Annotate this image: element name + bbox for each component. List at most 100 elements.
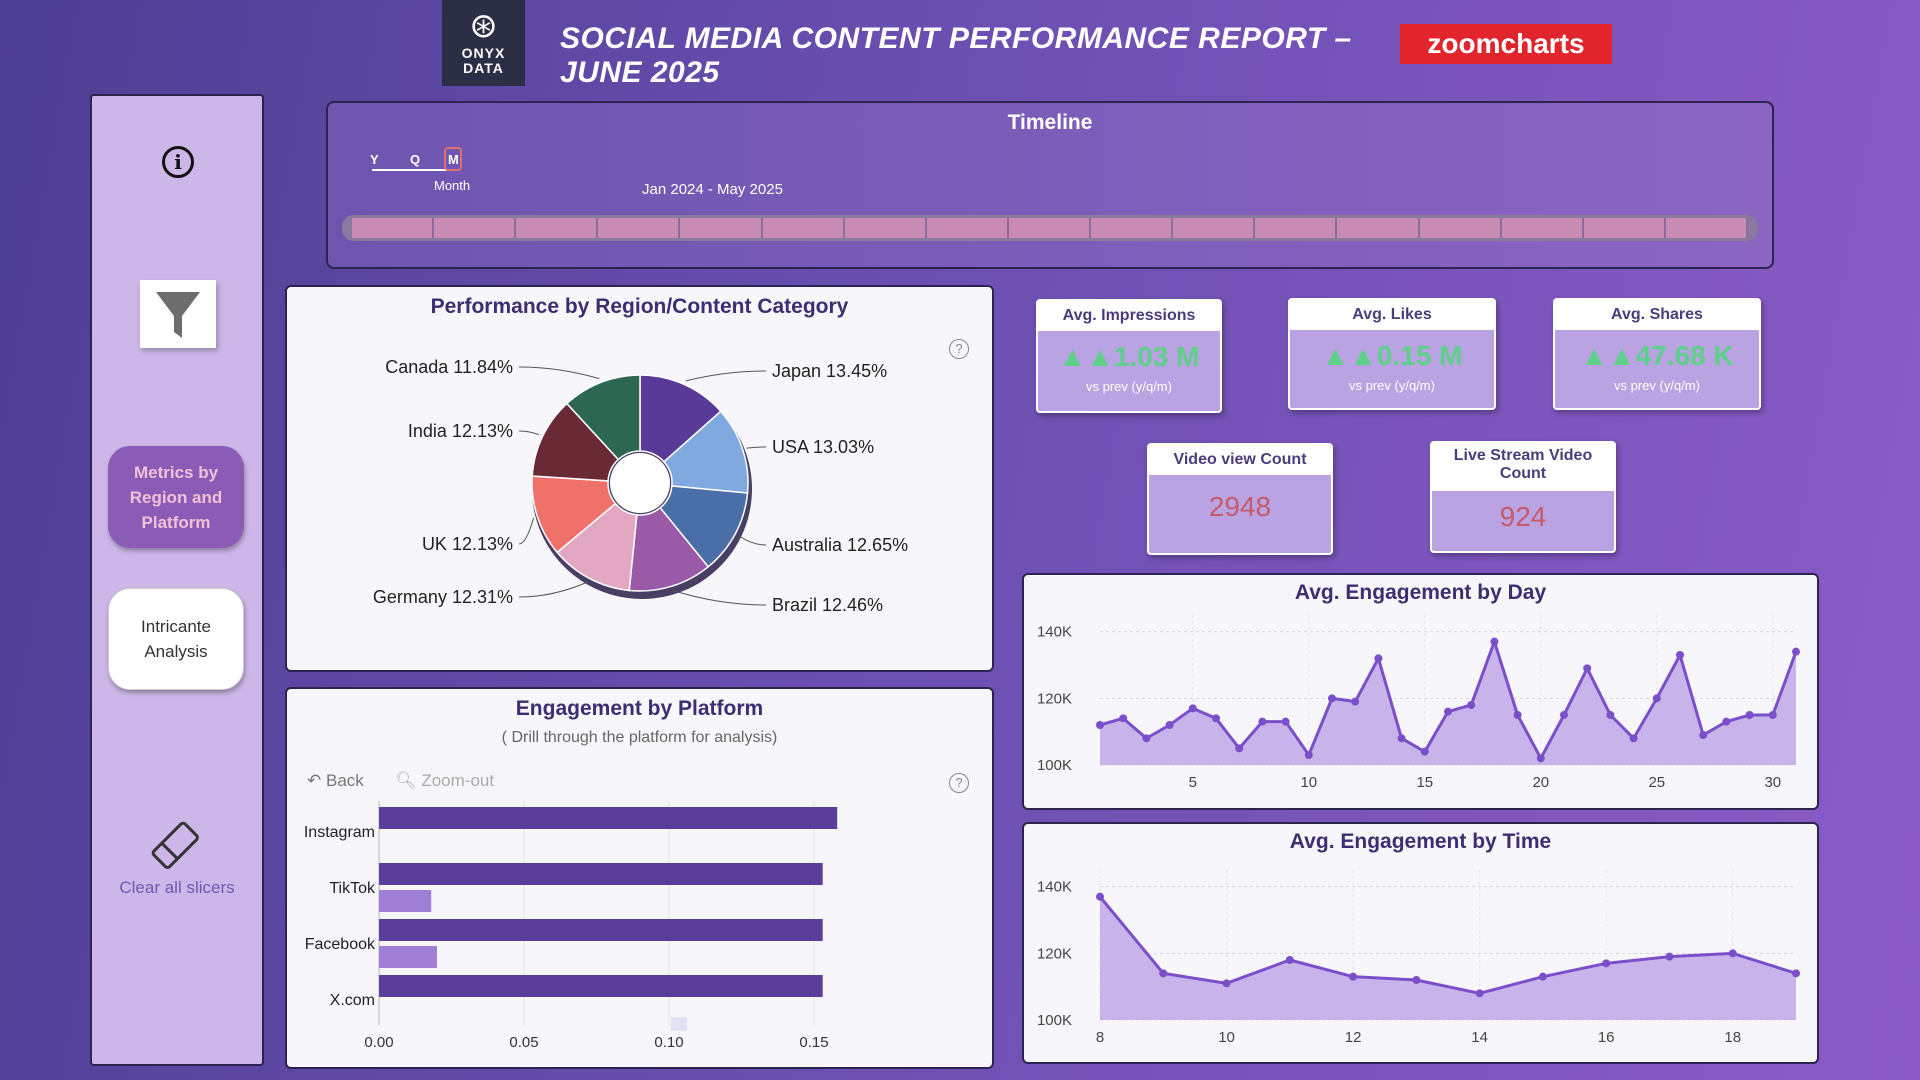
data-point [1475,989,1484,998]
granularity-year[interactable]: Y [370,152,379,167]
timeline-bar[interactable] [342,215,1758,241]
video-view-count-label: Video view Count [1149,445,1331,475]
data-point [1745,711,1754,719]
kpi-likes-label: Avg. Likes [1290,300,1494,330]
metrics-by-region-button[interactable]: Metrics by Region and Platform [108,446,244,548]
timeline-period[interactable] [844,218,927,238]
data-point [1304,751,1313,759]
x-tick-label: 18 [1724,1029,1741,1046]
engagement-by-day-chart: 100K 120K 140K 5 10 15 20 25 30 [1037,615,1800,791]
x-tick-label: 0.00 [364,1034,393,1051]
filter-button[interactable] [140,280,216,348]
logo-mark-icon: ⊛ [469,7,498,45]
sidebar: i Metrics by Region and Platform Intrica… [90,94,264,1066]
data-point [1606,711,1615,719]
timeline-period[interactable] [516,218,599,238]
timeline-period[interactable] [1665,218,1748,238]
timeline-period[interactable] [434,218,517,238]
zoomcharts-logo: zoomcharts [1400,24,1612,64]
timeline-period[interactable] [1501,218,1584,238]
engagement-by-day-panel: Avg. Engagement by Day 100K 120K 140K 5 10 15… [1022,573,1819,810]
kpi-shares-sub: vs prev (y/q/m) [1614,378,1700,393]
data-point [1536,754,1545,763]
engagement-by-time-panel: Avg. Engagement by Time 100K 120K 140K 8 10 1… [1022,822,1819,1064]
leader-line [518,581,588,598]
data-point [1513,711,1522,719]
help-icon-2[interactable]: ? [949,773,969,793]
timeline-period[interactable] [1337,218,1420,238]
platform-bar-secondary-facebook [379,946,437,968]
data-point [1722,717,1731,726]
leader-line [518,430,540,436]
timeline-title: Timeline [1007,111,1093,134]
intricante-analysis-button[interactable]: Intricante Analysis [108,588,244,690]
y-tick-label: 120K [1037,690,1072,707]
timeline-period[interactable] [926,218,1009,238]
data-point [1467,701,1476,709]
x-tick-label: 0.05 [509,1034,538,1051]
leader-line [518,366,600,380]
data-point [1281,717,1290,726]
help-icon[interactable]: ? [949,339,969,359]
timeline-period[interactable] [1091,218,1174,238]
x-tick-label: 10 [1300,774,1317,791]
x-tick-label: 30 [1764,774,1781,791]
data-point [1222,979,1231,988]
data-point [1235,744,1244,753]
data-point [1583,664,1592,673]
granularity-track [372,169,452,171]
back-button[interactable]: ↶ Back [307,771,364,791]
region-panel-title: Performance by Region/Content Category [430,295,849,318]
timeline-period[interactable] [1419,218,1502,238]
granularity-quarter[interactable]: Q [410,152,421,167]
y-tick-label: 100K [1037,1012,1072,1029]
timeline-period[interactable] [1173,218,1256,238]
timeline-period[interactable] [680,218,763,238]
data-point [1188,704,1197,713]
platform-panel-subtitle: ( Drill through the platform for analysi… [501,729,778,746]
report-title: SOCIAL MEDIA CONTENT PERFORMANCE REPORT … [560,22,1352,89]
data-point [1258,717,1267,726]
timeline-period[interactable] [352,218,435,238]
series-line [1098,895,1797,995]
platform-label-x.com: X.com [330,992,375,1009]
leader-line [518,517,535,545]
engagement-by-time-chart: 100K 120K 140K 8 10 12 14 16 18 [1037,870,1800,1046]
donut-slice-canada [565,374,641,461]
donut-label-brazil: Brazil 12.46% [772,595,883,615]
x-tick-label: 14 [1471,1029,1488,1046]
data-point [1792,647,1800,656]
zoom-out-button[interactable]: 🔍︎ Zoom-out [395,771,494,791]
data-point [1285,956,1294,964]
kpi-likes-sub: vs prev (y/q/m) [1349,378,1435,393]
scroll-marker [671,1017,687,1031]
platform-bar-x.com [379,975,823,997]
live-stream-count-card: Live Stream Video Count 924 [1430,441,1616,553]
x-tick-label: 0.15 [799,1034,828,1051]
clear-all-slicers-button[interactable]: Clear all slicers [119,878,235,897]
metrics-button-label: Metrics by Region and Platform [129,462,223,532]
timeline-period[interactable] [598,218,681,238]
timeline-period[interactable] [1008,218,1092,238]
granularity-month[interactable]: M [448,152,459,167]
y-tick-label: 100K [1037,757,1072,774]
granularity-label: Month [434,178,471,193]
timeline-period[interactable] [1583,218,1666,238]
eraser-icon[interactable] [144,816,208,881]
timeline-period[interactable] [1255,218,1338,238]
x-tick-label: 8 [1096,1029,1104,1046]
donut-label-canada: Canada 11.84% [385,357,513,377]
logo-text-2: DATA [463,60,504,76]
platform-bar-instagram [379,807,838,829]
info-icon[interactable]: i [162,146,194,178]
data-point [1096,892,1104,901]
x-tick-label: 16 [1598,1029,1615,1046]
x-tick-label: 15 [1416,774,1433,791]
data-point [1412,976,1421,984]
platform-label-facebook: Facebook [305,936,376,953]
data-point [1159,969,1168,978]
data-point [1676,651,1684,659]
timeline-period[interactable] [762,218,845,238]
filter-icon [156,292,200,338]
data-point [1397,734,1406,743]
